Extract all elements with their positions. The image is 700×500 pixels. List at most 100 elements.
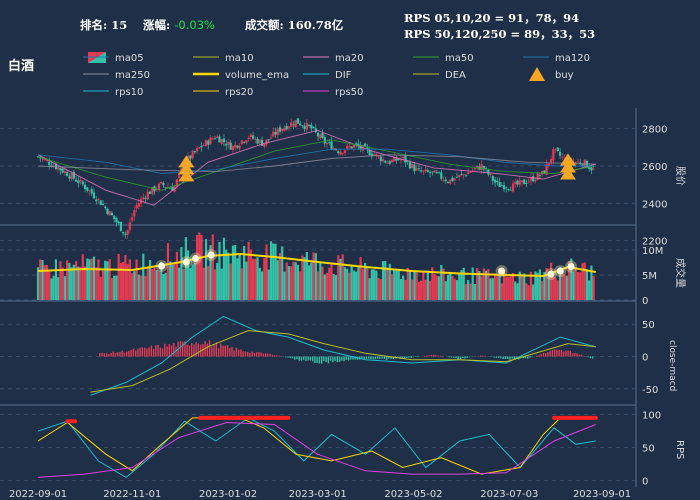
candle-body — [276, 128, 279, 135]
candle-body — [552, 149, 555, 161]
ma-line-ma20 — [37, 130, 596, 206]
macd-bar — [213, 344, 215, 357]
volume-bar — [287, 266, 291, 300]
macd-bar — [125, 351, 128, 357]
candle-body — [142, 197, 145, 200]
volume-bar — [236, 258, 239, 300]
candle-body — [534, 179, 537, 182]
candle-body — [415, 168, 418, 171]
candle-body — [455, 176, 459, 178]
candle-body — [251, 135, 255, 139]
volume-bar — [274, 243, 277, 300]
volume-bar — [88, 259, 91, 300]
candle-body — [538, 175, 541, 176]
macd-bar — [161, 348, 164, 357]
volume-bar — [227, 252, 230, 300]
volume-bar — [572, 271, 575, 300]
candle-body — [160, 181, 163, 184]
macd-bar — [235, 347, 238, 357]
macd-bar — [173, 343, 175, 357]
volume-bar — [482, 268, 485, 300]
volume-bar — [43, 265, 46, 300]
volume-bar — [451, 275, 454, 300]
candle-body — [202, 145, 205, 146]
candle-body — [487, 169, 490, 175]
volume-bar — [576, 272, 580, 300]
macd-bar — [392, 356, 395, 360]
volume-bar — [397, 268, 400, 300]
candle-body — [583, 159, 586, 167]
volume-bar — [395, 270, 398, 300]
macd-bar — [215, 342, 218, 357]
candle-body — [563, 157, 566, 159]
buy-marker — [178, 155, 195, 168]
legend-label-buy: buy — [555, 70, 574, 81]
macd-bar — [374, 356, 377, 360]
candle-body — [536, 173, 539, 181]
volume-bar — [124, 254, 127, 300]
candle-body — [498, 182, 501, 187]
macd-bar — [372, 356, 374, 360]
macd-bar — [132, 348, 135, 357]
candle-body — [234, 144, 237, 148]
macd-bar — [453, 356, 455, 358]
macd-bar — [480, 355, 482, 357]
candle-body — [549, 159, 553, 163]
volume-bar — [567, 261, 571, 300]
candle-body — [384, 160, 387, 163]
candle-body — [319, 134, 322, 139]
volume-bar — [558, 267, 562, 300]
macd-bar — [208, 340, 211, 357]
volume-bar — [115, 275, 118, 300]
candle-body — [290, 122, 293, 127]
macd-bar — [544, 353, 547, 357]
volume-bar — [359, 257, 362, 300]
macd-bar — [255, 352, 258, 357]
macd-bar — [220, 343, 222, 357]
volume-bar — [97, 259, 100, 300]
volume-bar — [402, 275, 405, 300]
volume-bar — [420, 280, 423, 300]
candle-body — [269, 137, 273, 139]
candle-body — [493, 179, 497, 183]
macd-bar — [269, 353, 271, 357]
macd-bar — [576, 353, 578, 357]
price-axis-label: 股价 — [674, 166, 686, 186]
candle-body — [278, 127, 282, 132]
macd-bar — [119, 351, 121, 357]
candle-body — [312, 127, 315, 128]
macd-tick-label: 50 — [642, 320, 655, 331]
macd-bar — [580, 354, 583, 357]
volume-bar — [346, 268, 349, 300]
candle-body — [411, 163, 414, 168]
macd-bar — [338, 356, 341, 362]
macd-bar — [565, 350, 567, 357]
macd-bar — [383, 356, 386, 359]
macd-bar — [587, 356, 589, 358]
volume-bar — [175, 251, 179, 300]
volume-bar — [86, 258, 89, 300]
rank-text: 排名: 15 — [80, 17, 127, 33]
volume-bar — [505, 276, 508, 300]
volume-bar — [263, 258, 266, 300]
macd-tick-label: -50 — [642, 385, 658, 396]
macd-bar — [370, 356, 372, 360]
volume-bar — [500, 283, 503, 300]
candle-body — [74, 179, 78, 182]
volume-bar — [48, 269, 51, 300]
volume-bar — [489, 278, 492, 300]
volume-bar — [408, 271, 412, 300]
macd-bar — [343, 356, 345, 362]
macd-bar — [466, 356, 468, 358]
x-date-label: 2023-07-03 — [480, 489, 538, 500]
macd-bar — [143, 347, 146, 357]
macd-bar — [553, 349, 556, 357]
macd-bar — [569, 350, 572, 357]
candle-body — [220, 139, 223, 144]
volume-bar — [305, 251, 308, 300]
macd-bar — [182, 341, 184, 357]
macd-bar — [439, 355, 442, 357]
volume-bar — [487, 268, 490, 300]
volume-bar — [310, 262, 313, 300]
legend-label-ma20: ma20 — [335, 53, 364, 64]
